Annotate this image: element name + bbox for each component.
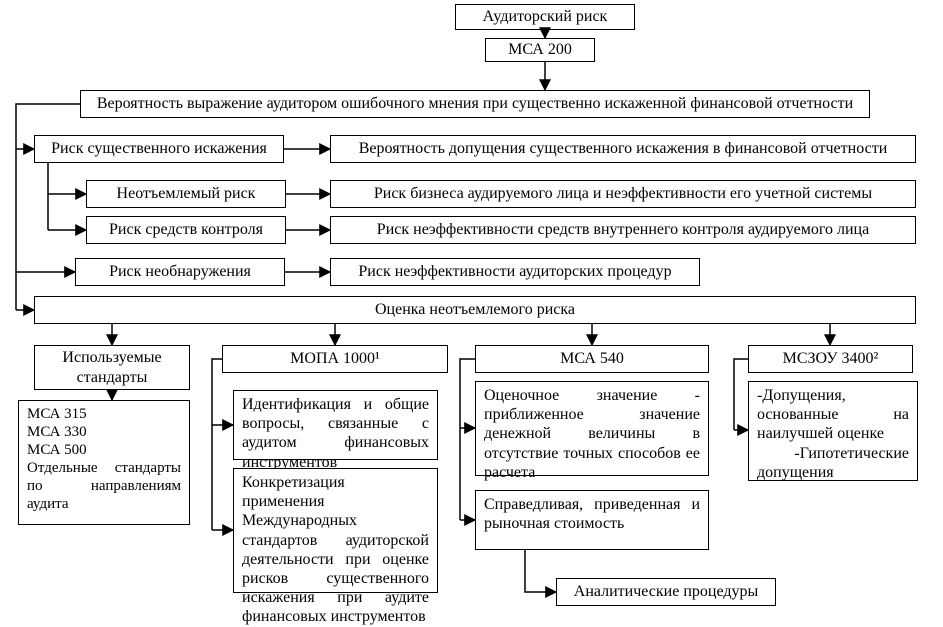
node-audit-risk: Аудиторский риск [455, 4, 635, 30]
node-mopa-2: Конкретизация применения Международных с… [233, 468, 438, 593]
node-msa540-1: Оценочное значение - приближенное значен… [475, 381, 709, 476]
node-standards-header: Используемые стандарты [34, 345, 190, 390]
node-mopa-1: Идентификация и общие вопросы, связанные… [233, 390, 438, 460]
node-evaluation: Оценка неотъемлемого риска [34, 296, 916, 324]
node-analytical: Аналитические процедуры [556, 578, 776, 606]
node-msa-200: МСА 200 [485, 38, 595, 62]
node-control-risk-desc: Риск неэффективности средств внутреннего… [330, 216, 916, 244]
node-detection-risk: Риск необнаружения [75, 258, 285, 286]
node-inherent-risk-desc: Риск бизнеса аудируемого лица и неэффект… [330, 180, 916, 208]
node-mopa-header: МОПА 1000¹ [222, 345, 448, 373]
node-mszou-body: -Допущения, основанные на наилучшей оцен… [748, 381, 918, 481]
node-risk-material: Риск существенного искажения [34, 135, 284, 163]
node-mszou-header: МСЗОУ 3400² [748, 345, 913, 373]
node-control-risk: Риск средств контроля [86, 216, 286, 244]
node-msa540-header: МСА 540 [475, 345, 709, 373]
node-inherent-risk: Неотъемлемый риск [86, 180, 286, 208]
node-probability: Вероятность выражение аудитором ошибочно… [80, 90, 870, 118]
node-risk-material-desc: Вероятность допущения существенного иска… [330, 135, 916, 163]
node-detection-risk-desc: Риск неэффективности аудиторских процеду… [330, 258, 700, 286]
node-msa540-2: Справедливая, приведенная и рыночная сто… [475, 490, 709, 550]
node-standards-body: МСА 315 МСА 330 МСА 500 Отдельные станда… [18, 400, 190, 525]
